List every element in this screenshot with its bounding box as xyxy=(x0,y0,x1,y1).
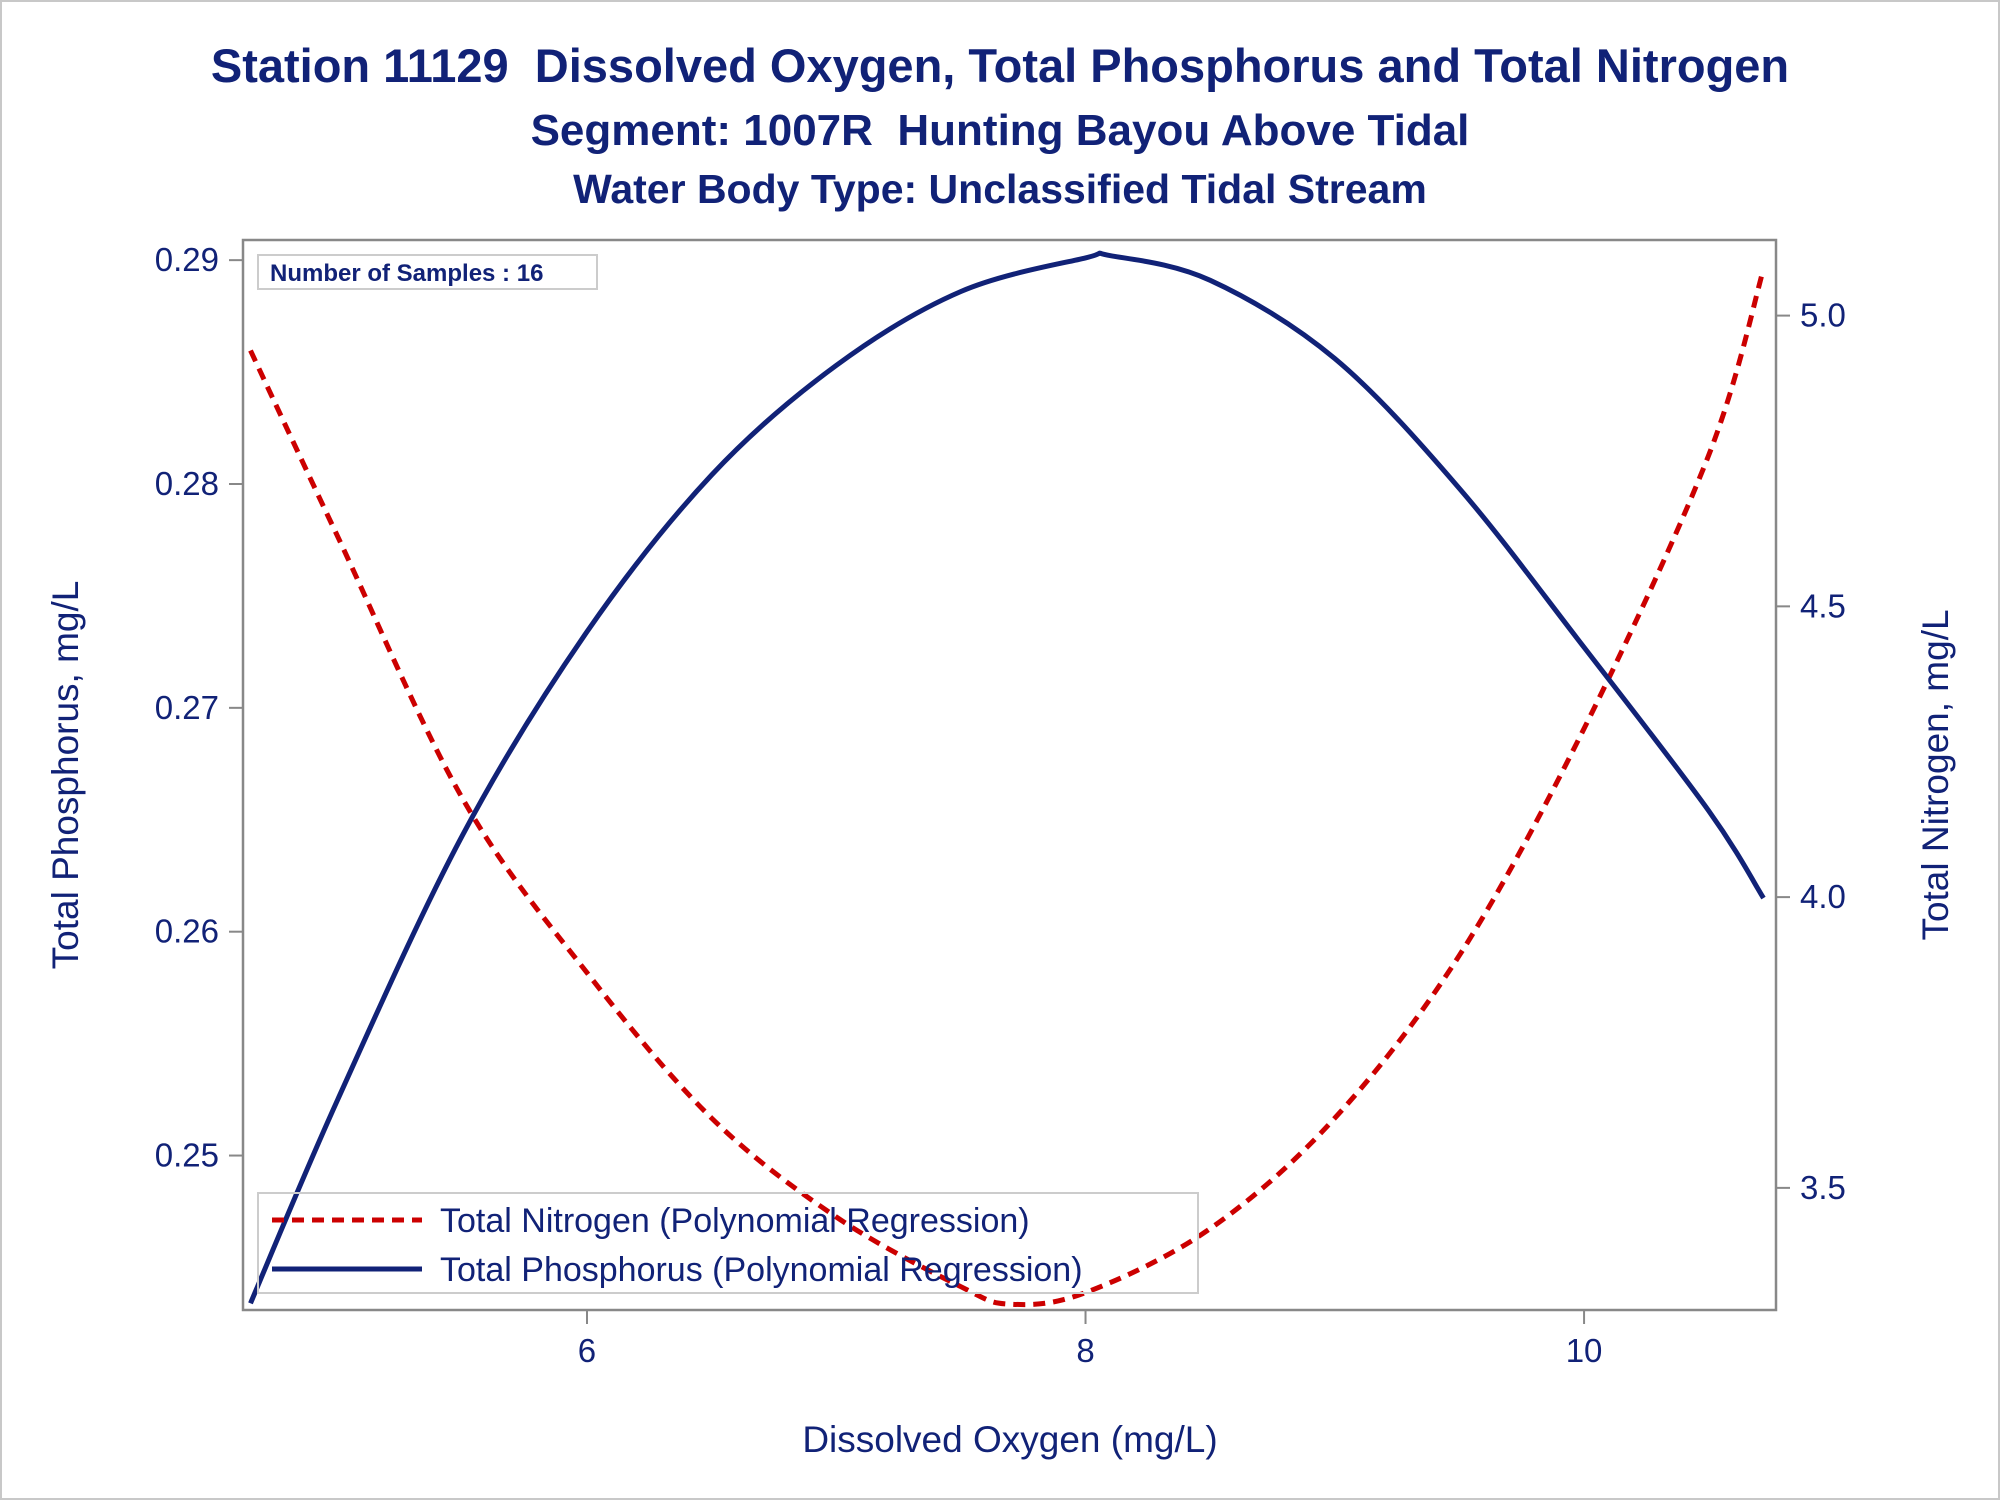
y-left-tick-label: 0.25 xyxy=(155,1137,219,1174)
legend-label-nitrogen: Total Nitrogen (Polynomial Regression) xyxy=(440,1202,1030,1240)
legend: Total Nitrogen (Polynomial Regression) T… xyxy=(257,1192,1199,1294)
y-left-tick-label: 0.29 xyxy=(155,241,219,278)
y-left-tick-label: 0.28 xyxy=(155,465,219,502)
x-axis: 6 8 10 xyxy=(578,1310,1603,1369)
y-axis-right: 3.5 4.0 4.5 5.0 xyxy=(1776,297,1846,1206)
x-tick-label: 6 xyxy=(578,1332,596,1369)
y-right-tick-label: 4.0 xyxy=(1800,878,1846,915)
series-group xyxy=(248,250,1766,1308)
x-tick-label: 8 xyxy=(1076,1332,1094,1369)
sample-count-inset: Number of Samples : 16 xyxy=(257,254,598,290)
y-left-tick-label: 0.26 xyxy=(155,913,219,950)
y-left-tick-label: 0.27 xyxy=(155,689,219,726)
chart-title: Station 11129 Dissolved Oxygen, Total Ph… xyxy=(210,39,1790,92)
y-axis-left: 0.25 0.26 0.27 0.28 0.29 xyxy=(155,241,243,1174)
x-tick-label: 10 xyxy=(1566,1332,1603,1369)
chart-subtitle: Segment: 1007R Hunting Bayou Above Tidal xyxy=(530,106,1470,155)
y-right-tick-label: 5.0 xyxy=(1800,297,1846,334)
series-line-phosphorus xyxy=(248,250,1766,1305)
x-axis-label: Dissolved Oxygen (mg/L) xyxy=(802,1419,1217,1460)
y-axis-right-label: Total Nitrogen, mg/L xyxy=(1915,609,1956,940)
sample-count-text: Number of Samples : 16 xyxy=(270,260,543,287)
chart-subtitle-2: Water Body Type: Unclassified Tidal Stre… xyxy=(573,166,1427,212)
series-line-nitrogen xyxy=(248,268,1766,1308)
legend-label-phosphorus: Total Phosphorus (Polynomial Regression) xyxy=(440,1251,1083,1289)
y-right-tick-label: 3.5 xyxy=(1800,1169,1846,1206)
plot-area xyxy=(241,238,1778,1312)
y-right-tick-label: 4.5 xyxy=(1800,587,1846,624)
y-axis-left-label: Total Phosphorus, mg/L xyxy=(45,581,86,970)
